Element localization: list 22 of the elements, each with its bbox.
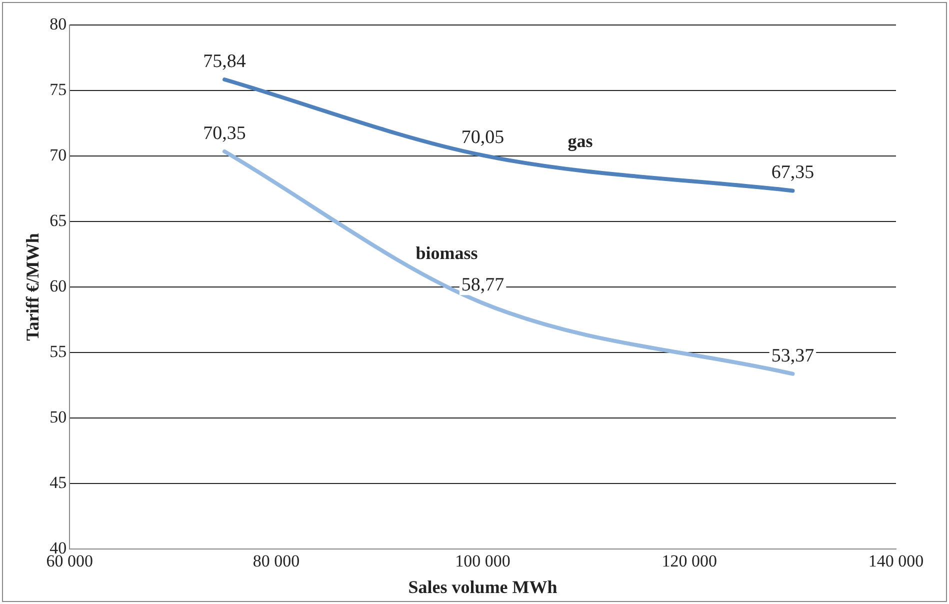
y-tick-label: 45 [50,472,67,492]
data-label: 75,84 [203,50,246,72]
y-tick-label: 65 [50,210,67,230]
y-tick-label: 80 [50,14,67,34]
x-tick-label: 140 000 [868,552,924,571]
data-label: 58,77 [461,274,504,296]
y-axis-title: Tariff €/MWh [22,233,42,341]
x-tick-label: 120 000 [662,552,718,571]
data-label: 70,35 [203,122,246,144]
x-axis-title: Sales volume MWh [408,576,558,597]
data-label: 53,37 [771,345,814,366]
y-tick-label: 50 [50,407,67,426]
y-tick-label: 75 [50,80,67,99]
x-tick-label: 80 000 [252,552,300,571]
y-tick-label: 70 [50,145,67,164]
data-label: 67,35 [771,162,814,184]
data-label: 70,05 [461,126,504,148]
y-tick-label: 60 [50,276,67,296]
x-tick-label: 100 000 [455,552,510,571]
series-label: gas [568,131,593,151]
y-tick-label: 55 [50,342,67,361]
series-label: biomass [416,242,478,263]
